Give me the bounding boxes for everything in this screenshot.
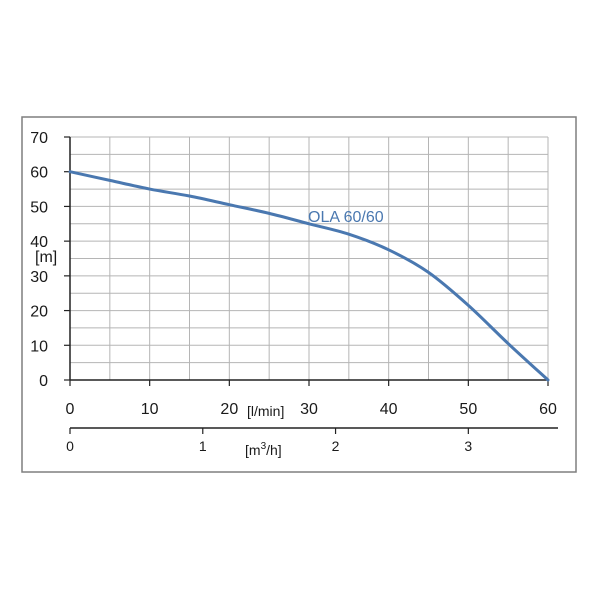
y-tick-label: 70 [30,130,48,147]
y-tick-label: 0 [39,373,48,390]
secondary-x-axis: 0 1 2 3 [m3/h] [66,427,558,458]
x-axis-label: [l/min] [247,403,284,419]
tick-labels: 0 10 20 30 40 50 60 70 0 10 20 30 40 50 60 [30,130,557,418]
series [68,170,550,382]
y-axis-label: [m] [35,249,57,266]
series-line-ola-60-60 [68,170,550,382]
secondary-axis-label: [m3/h] [245,441,282,458]
x-tick-label: 20 [220,401,238,418]
y-tick-label: 30 [30,269,48,286]
outer-frame [21,116,577,473]
y-tick-label: 40 [30,234,48,251]
x-tick-label: 50 [459,401,477,418]
secondary-tick-label: 1 [199,438,207,454]
grid [70,136,549,380]
series-label: OLA 60/60 [308,209,384,226]
x-tick-label: 0 [66,401,75,418]
x-tick-label: 30 [300,401,318,418]
y-tick-label: 50 [30,199,48,216]
y-tick-label: 10 [30,338,48,355]
secondary-tick-label: 0 [66,438,74,454]
secondary-tick-label: 2 [332,438,340,454]
x-tick-label: 40 [380,401,398,418]
x-tick-label: 60 [539,401,557,418]
y-tick-label: 60 [30,165,48,182]
secondary-tick-label: 3 [464,438,472,454]
x-tick-label: 10 [141,401,159,418]
y-tick-label: 20 [30,304,48,321]
